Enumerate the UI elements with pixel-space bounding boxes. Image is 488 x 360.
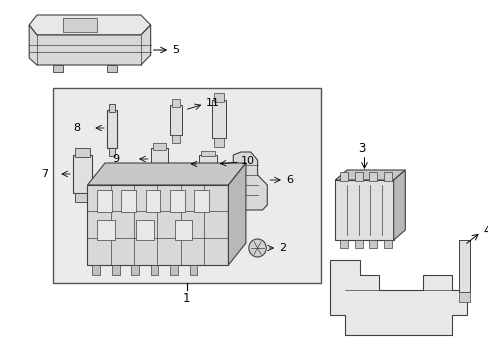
Bar (340, 172, 347, 181)
Polygon shape (53, 65, 63, 72)
Text: 5: 5 (172, 45, 179, 55)
Bar (354, 172, 362, 181)
Bar (97, 220, 115, 240)
Polygon shape (228, 163, 245, 265)
Bar (112, 265, 119, 275)
Circle shape (248, 239, 266, 257)
Bar (172, 99, 180, 107)
Text: 7: 7 (41, 169, 48, 179)
Bar (73, 155, 92, 193)
Polygon shape (335, 170, 405, 180)
Bar (213, 93, 223, 102)
Polygon shape (107, 110, 117, 148)
Bar (170, 105, 182, 135)
Bar (63, 18, 97, 32)
Polygon shape (330, 260, 466, 335)
Polygon shape (87, 163, 245, 185)
Bar (75, 148, 90, 157)
Polygon shape (233, 152, 267, 210)
Bar (150, 148, 168, 170)
Bar (145, 190, 160, 212)
Bar (458, 292, 469, 302)
Bar (172, 135, 180, 143)
Bar (458, 240, 469, 292)
Bar (109, 148, 115, 156)
Bar (97, 190, 112, 212)
Text: 2: 2 (278, 243, 285, 253)
Bar (201, 151, 214, 156)
Bar (136, 220, 153, 240)
Bar (152, 170, 166, 177)
Bar (368, 172, 376, 181)
Bar (170, 190, 184, 212)
Text: 1: 1 (183, 292, 190, 305)
Bar (199, 155, 216, 173)
Polygon shape (29, 15, 150, 35)
Text: 4: 4 (482, 224, 488, 237)
Text: 11: 11 (205, 98, 220, 108)
Bar (383, 172, 391, 181)
Bar (121, 190, 136, 212)
Text: 3: 3 (357, 141, 365, 154)
Bar (109, 104, 115, 112)
Bar (92, 265, 100, 275)
Polygon shape (107, 65, 117, 72)
Polygon shape (29, 25, 150, 65)
Bar (194, 190, 208, 212)
Text: 8: 8 (73, 123, 80, 133)
Polygon shape (87, 185, 228, 265)
Bar (150, 265, 158, 275)
Bar (152, 143, 166, 150)
Bar (53, 88, 320, 283)
Bar (170, 265, 178, 275)
Bar (201, 173, 214, 178)
Bar (211, 100, 225, 138)
Text: 6: 6 (285, 175, 292, 185)
Polygon shape (393, 170, 405, 240)
Bar (189, 265, 197, 275)
Polygon shape (335, 180, 393, 240)
Bar (175, 220, 192, 240)
Bar (131, 265, 139, 275)
Bar (213, 138, 223, 147)
Bar (368, 240, 376, 248)
Text: 9: 9 (112, 154, 119, 164)
Bar (383, 240, 391, 248)
Bar (75, 193, 90, 202)
Bar (340, 240, 347, 248)
Bar (354, 240, 362, 248)
Text: 10: 10 (241, 156, 255, 166)
